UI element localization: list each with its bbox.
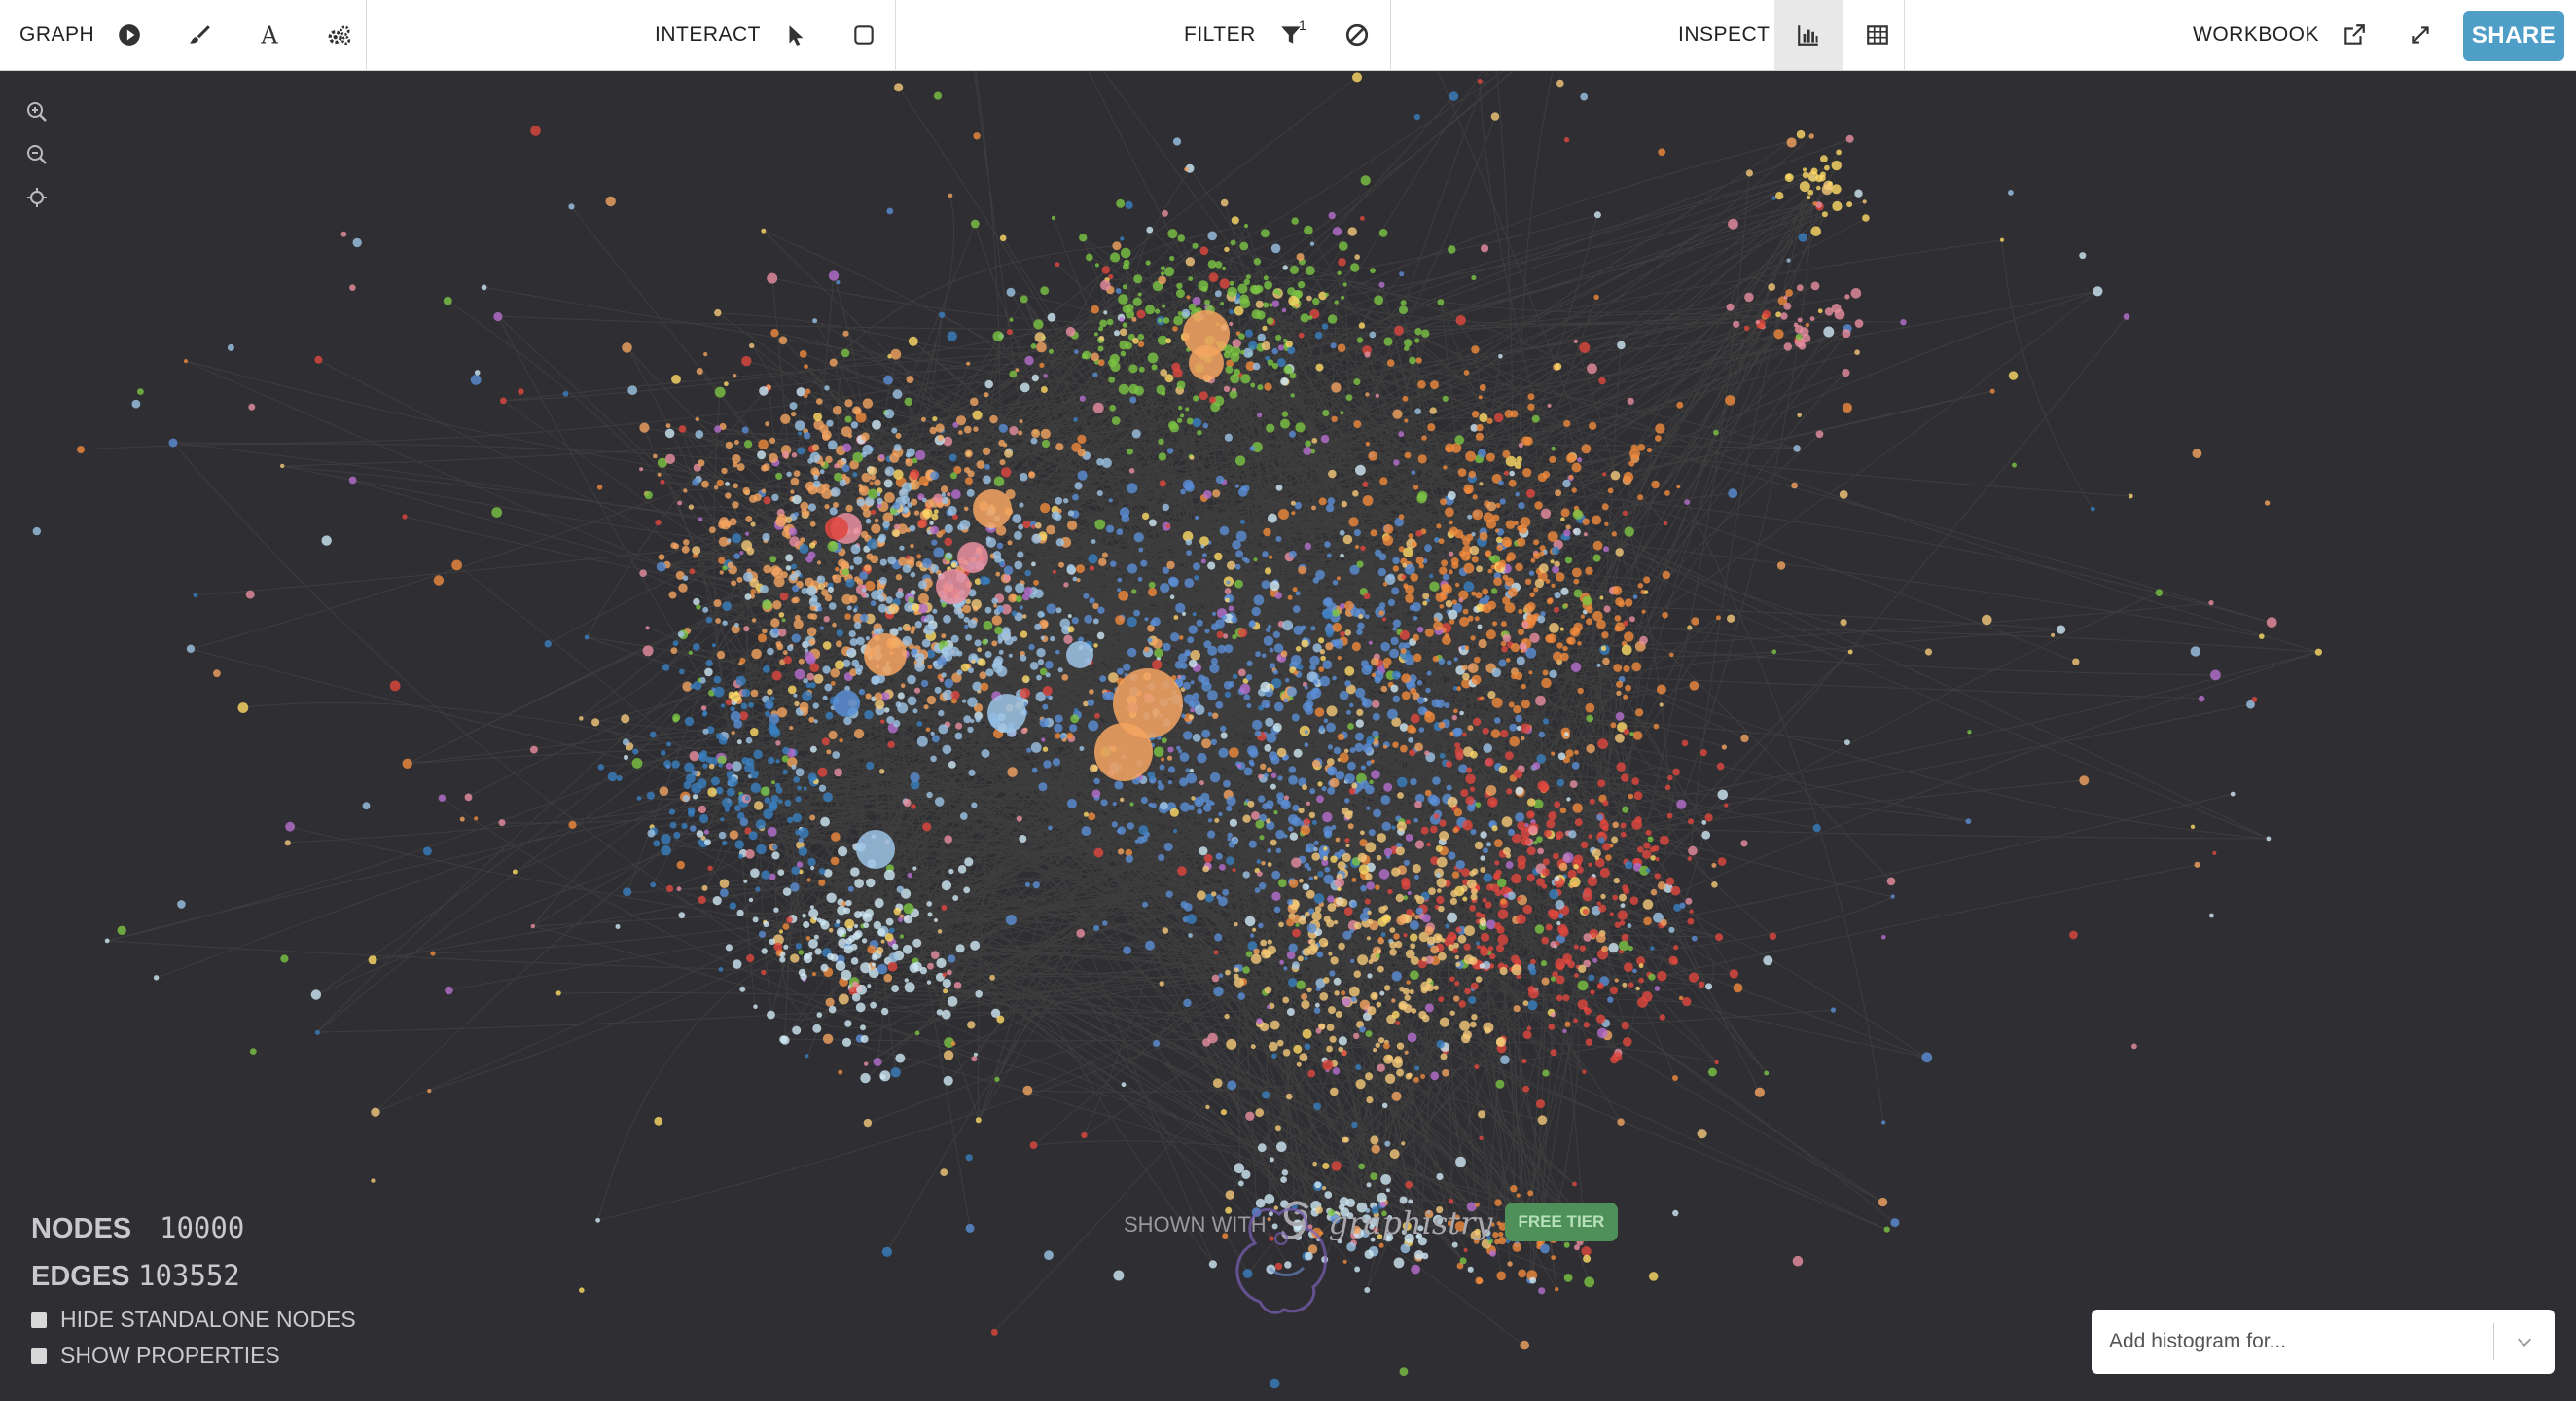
toolbar-divider xyxy=(1904,0,1905,70)
toolbar-divider xyxy=(895,0,896,70)
histogram-input[interactable] xyxy=(2092,1329,2493,1354)
gears-icon[interactable] xyxy=(312,8,367,62)
center-icon[interactable] xyxy=(23,183,51,212)
hide-standalone-checkbox[interactable] xyxy=(31,1311,47,1328)
fullscreen-icon[interactable] xyxy=(2393,8,2448,62)
edges-stat: EDGES 103552 xyxy=(31,1259,356,1293)
exclude-icon[interactable] xyxy=(1330,8,1384,62)
brush-icon[interactable] xyxy=(172,8,227,62)
free-tier-badge: FREE TIER xyxy=(1504,1203,1619,1241)
interact-group: INTERACT xyxy=(655,0,891,70)
edges-label: EDGES xyxy=(31,1261,130,1292)
pointer-icon[interactable] xyxy=(769,8,823,62)
graph-group: GRAPH A xyxy=(19,0,367,70)
show-properties-option[interactable]: SHOW PROPERTIES xyxy=(31,1343,356,1369)
edges-value: 103552 xyxy=(138,1259,240,1292)
workbook-label: WORKBOOK xyxy=(2193,23,2320,46)
filter-group: FILTER 1 xyxy=(1184,0,1384,70)
histogram-picker[interactable] xyxy=(2092,1310,2555,1374)
table-icon[interactable] xyxy=(1843,8,1913,62)
zoom-controls xyxy=(23,97,51,212)
interact-label: INTERACT xyxy=(655,23,761,46)
select-box-icon[interactable] xyxy=(837,8,891,62)
show-properties-checkbox[interactable] xyxy=(31,1347,47,1364)
share-button[interactable]: SHARE xyxy=(2463,11,2564,61)
filter-label: FILTER xyxy=(1184,23,1256,46)
workbook-group: WORKBOOK xyxy=(2193,0,2448,70)
filter-icon[interactable]: 1 xyxy=(1264,8,1318,62)
graph-label: GRAPH xyxy=(19,23,95,46)
nodes-label: NODES xyxy=(31,1213,132,1244)
zoom-in-icon[interactable] xyxy=(23,97,51,126)
nodes-value: 10000 xyxy=(160,1211,245,1244)
inspect-group: INSPECT xyxy=(1678,0,1913,70)
external-link-icon[interactable] xyxy=(2327,8,2381,62)
svg-text:A: A xyxy=(261,22,279,48)
toolbar: GRAPH A INTERACT FILTER 1 xyxy=(0,0,2576,71)
graph-nodes xyxy=(32,72,2322,1389)
graphistry-watermark[interactable]: SHOWN WITH graphistry FREE TIER xyxy=(1124,1197,1619,1251)
filter-badge: 1 xyxy=(1299,18,1306,33)
mascot-icon xyxy=(1235,1207,1328,1314)
zoom-out-icon[interactable] xyxy=(23,140,51,169)
hide-standalone-label: HIDE STANDALONE NODES xyxy=(60,1307,356,1332)
histogram-separator xyxy=(2493,1323,2494,1360)
hide-standalone-option[interactable]: HIDE STANDALONE NODES xyxy=(31,1307,356,1333)
graph-stats: NODES 10000 EDGES 103552 HIDE STANDALONE… xyxy=(31,1211,356,1369)
graph-canvas[interactable] xyxy=(0,71,2576,1401)
graphistry-brand: graphistry xyxy=(1328,1204,1493,1241)
histogram-icon[interactable] xyxy=(1773,0,1843,70)
play-icon[interactable] xyxy=(102,8,157,62)
show-properties-label: SHOW PROPERTIES xyxy=(60,1343,280,1368)
chevron-down-icon[interactable] xyxy=(2494,1310,2555,1374)
text-a-icon[interactable]: A xyxy=(242,8,297,62)
nodes-stat: NODES 10000 xyxy=(31,1211,356,1245)
inspect-label: INSPECT xyxy=(1678,23,1771,46)
shown-with-text: SHOWN WITH xyxy=(1124,1212,1267,1237)
toolbar-divider xyxy=(366,0,367,70)
toolbar-divider xyxy=(1390,0,1391,70)
